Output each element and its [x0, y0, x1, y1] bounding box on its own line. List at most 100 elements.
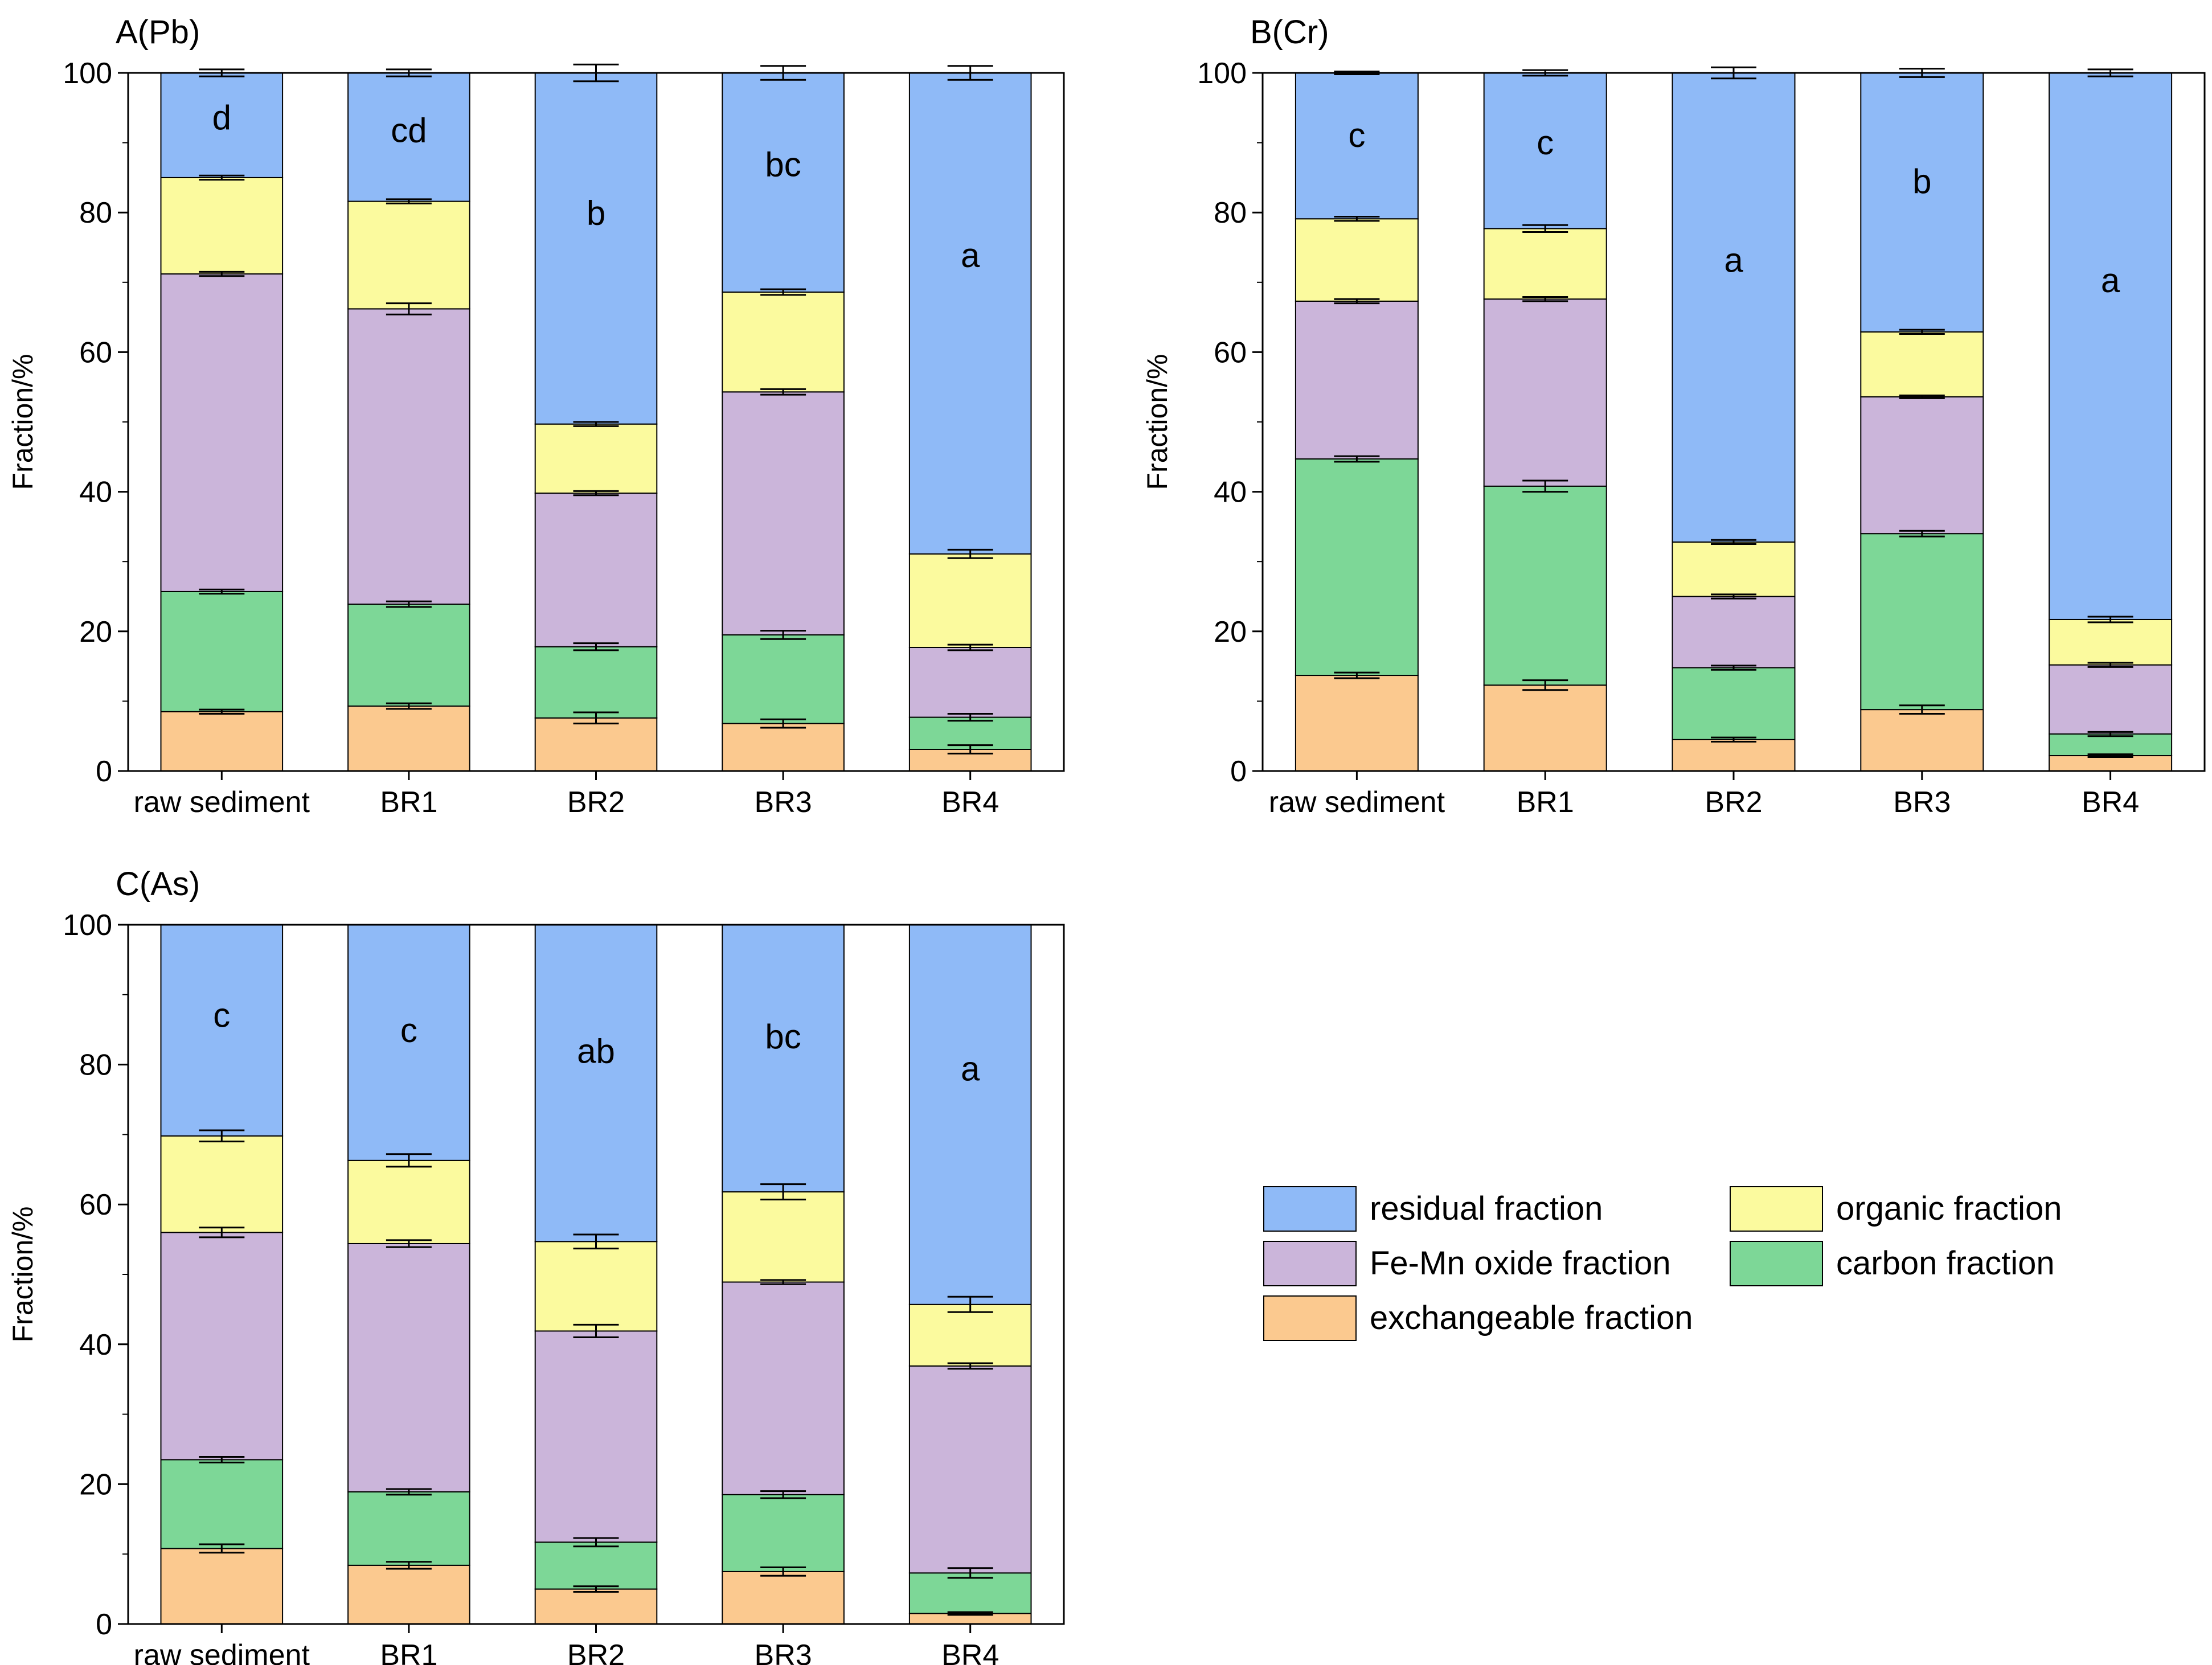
bar-segment-exchangeable-br1 — [347, 705, 470, 772]
error-bar — [386, 198, 432, 204]
error-bar — [2087, 753, 2133, 758]
error-bar — [2087, 616, 2133, 624]
legend-swatch — [1730, 1186, 1823, 1232]
error-bar — [199, 1543, 245, 1554]
legend-label: carbon fraction — [1836, 1245, 2055, 1282]
significance-letter: b — [1912, 162, 1931, 200]
bar-segment-organic-br3 — [722, 291, 845, 393]
bar-segment-residual-br2 — [534, 924, 658, 1242]
error-bar — [573, 490, 619, 497]
significance-letter: c — [213, 996, 230, 1034]
bar-segment-exchangeable-br2 — [534, 717, 658, 772]
error-bar — [386, 1239, 432, 1248]
y-tick-label: 80 — [1214, 196, 1247, 229]
error-bar — [1711, 736, 1756, 743]
y-tick-label: 80 — [79, 1049, 112, 1082]
bar-segment-femn-br2 — [534, 1330, 658, 1543]
error-bar — [386, 1153, 432, 1168]
y-tick-label: 40 — [79, 1328, 112, 1361]
bar-segment-carbon-br4 — [908, 716, 1032, 750]
error-bar — [760, 388, 806, 396]
x-tick-label: BR1 — [1517, 786, 1574, 819]
bar-segment-residual-br1 — [347, 924, 470, 1161]
bar-segment-organic-br3 — [1860, 331, 1984, 397]
bar-segment-exchangeable-br4 — [2049, 755, 2173, 772]
error-bar — [199, 588, 245, 595]
significance-letter: a — [961, 236, 980, 274]
bar-segment-femn-br2 — [1672, 596, 1796, 669]
y-tick-label: 40 — [1214, 476, 1247, 509]
bar-segment-exchangeable-br2 — [534, 1588, 658, 1625]
error-bar — [2087, 662, 2133, 668]
bar-segment-organic-br1 — [347, 200, 470, 310]
error-bar — [1334, 455, 1380, 463]
error-bar — [947, 712, 993, 722]
legend: residual fraction organic fraction Fe-Mn o… — [1263, 1186, 2062, 1341]
legend-item-carbon: carbon fraction — [1730, 1241, 2055, 1286]
bar-segment-exchangeable-raw-sediment — [160, 1548, 284, 1625]
bar-segment-residual-br4 — [2049, 72, 2173, 620]
bar-segment-residual-br4 — [908, 72, 1032, 555]
bar-segment-exchangeable-br1 — [347, 1564, 470, 1625]
legend-item-exchangeable: exchangeable fraction — [1263, 1295, 1693, 1341]
error-bar — [199, 174, 245, 181]
error-bar — [386, 600, 432, 608]
error-bar — [1334, 671, 1380, 679]
error-bar — [199, 1129, 245, 1143]
significance-letter: d — [212, 99, 231, 137]
error-bar — [199, 270, 245, 277]
y-tick-label: 60 — [79, 336, 112, 369]
y-tick-label: 60 — [1214, 336, 1247, 369]
bar-segment-residual-br2 — [534, 72, 658, 425]
error-bar — [1522, 224, 1568, 233]
error-bar — [760, 630, 806, 640]
legend-swatch — [1263, 1295, 1357, 1341]
bar-segment-carbon-br4 — [908, 1572, 1032, 1614]
bar-segment-carbon-br2 — [534, 646, 658, 719]
x-tick-label: BR1 — [380, 786, 437, 819]
bar-segment-carbon-br3 — [722, 1494, 845, 1572]
x-tick-label: BR3 — [755, 786, 812, 819]
error-bar — [1522, 479, 1568, 493]
legend-item-residual: residual fraction — [1263, 1186, 1603, 1232]
bar-segment-carbon-raw-sediment — [160, 590, 284, 712]
y-tick-label: 100 — [1197, 57, 1247, 90]
bar-segment-carbon-raw-sediment — [160, 1459, 284, 1549]
significance-letter: cd — [391, 112, 427, 150]
bar-segment-femn-br3 — [722, 1281, 845, 1495]
bar-segment-organic-br4 — [2049, 618, 2173, 666]
significance-letter: c — [1537, 124, 1554, 162]
error-bar — [760, 1490, 806, 1499]
y-tick-label: 0 — [1230, 755, 1247, 788]
x-tick-label: BR2 — [567, 786, 625, 819]
x-tick-label: raw sediment — [1269, 786, 1445, 819]
bar-segment-organic-br2 — [534, 423, 658, 494]
panel-a-pb: d raw sediment cd BR1 b BR2 bc BR3 a BR4 0 20 40 60 80… — [7, 14, 1065, 819]
bar-segment-organic-raw-sediment — [160, 177, 284, 275]
legend-item-femn: Fe-Mn oxide fraction — [1263, 1241, 1671, 1286]
x-tick-label: BR1 — [380, 1639, 437, 1665]
error-bar — [1522, 296, 1568, 302]
bar-segment-femn-raw-sediment — [1295, 300, 1419, 460]
legend-label: residual fraction — [1370, 1190, 1603, 1227]
error-bar — [1334, 298, 1380, 305]
bar-segment-femn-br3 — [722, 391, 845, 635]
error-bar — [947, 1611, 993, 1616]
y-tick-label: 20 — [79, 616, 112, 649]
panel-b-cr: c raw sediment c BR1 a BR2 b BR3 a BR4 0 20 40 60 80 10… — [1141, 14, 2206, 819]
error-bar — [1711, 539, 1756, 546]
bar-segment-femn-raw-sediment — [160, 273, 284, 592]
error-bar — [760, 1566, 806, 1577]
legend-label: exchangeable fraction — [1370, 1299, 1693, 1336]
bar-segment-carbon-br3 — [1860, 533, 1984, 711]
x-tick-label: raw sediment — [134, 786, 310, 819]
bar-segment-carbon-br1 — [347, 603, 470, 707]
error-bar — [947, 643, 993, 651]
bar-segment-residual-br3 — [1860, 72, 1984, 333]
bar-segment-residual-br4 — [908, 924, 1032, 1305]
y-tick-label: 40 — [79, 476, 112, 509]
bar-segment-residual-raw-sediment — [160, 924, 284, 1137]
bar-segment-femn-br4 — [908, 646, 1032, 718]
bar-segment-exchangeable-br2 — [1672, 739, 1796, 772]
